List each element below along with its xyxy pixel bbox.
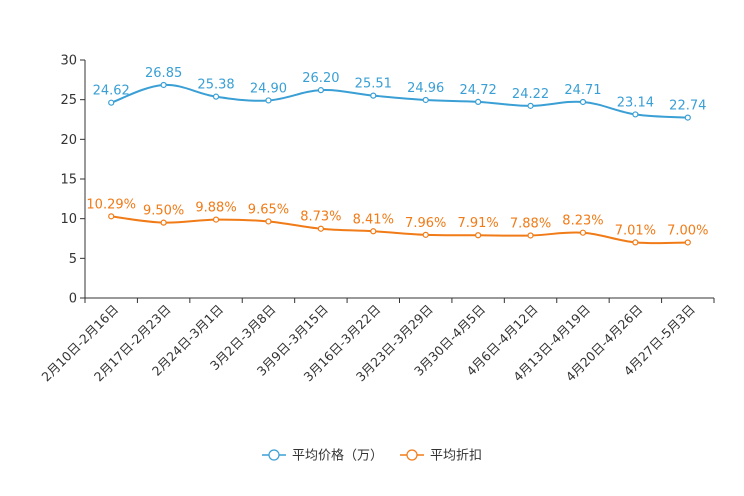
legend-item-average-price[interactable]: 平均价格（万） [262, 448, 383, 464]
data-label: 22.74 [669, 99, 706, 114]
legend-item-average-discount[interactable]: 平均折扣 [400, 449, 482, 464]
y-tick-label: 20 [60, 133, 77, 148]
series-layer: 24.62 26.85 25.38 24.90 26.20 25.51 24.96 24.72… [86, 66, 708, 246]
legend-label: 平均折扣 [430, 449, 482, 464]
y-tick-label: 5 [69, 252, 77, 267]
data-point[interactable] [160, 81, 167, 89]
data-label: 24.71 [564, 83, 601, 98]
data-point[interactable] [579, 98, 587, 106]
data-label: 24.96 [407, 81, 444, 96]
y-tick-label: 30 [60, 54, 77, 69]
data-point[interactable] [108, 99, 115, 106]
data-point[interactable] [212, 93, 220, 100]
data-point[interactable] [684, 114, 691, 121]
data-point[interactable] [475, 98, 482, 105]
data-label: 8.41% [353, 212, 394, 227]
series-line [110, 83, 688, 119]
data-label: 24.90 [250, 81, 287, 96]
data-point[interactable] [527, 102, 534, 109]
data-point[interactable] [370, 228, 377, 235]
data-label: 9.65% [248, 202, 289, 217]
legend-label: 平均价格（万） [292, 448, 383, 464]
data-label: 23.14 [617, 95, 654, 110]
data-label: 8.73% [300, 210, 341, 225]
data-label: 7.88% [510, 216, 551, 231]
data-point[interactable] [579, 229, 587, 236]
data-label: 9.88% [195, 201, 236, 216]
data-point[interactable] [160, 219, 167, 226]
series-line [111, 215, 688, 245]
data-label: 25.38 [197, 78, 234, 93]
data-label: 24.72 [460, 83, 497, 98]
series-average-discount: 10.29% 9.50% 9.88% 9.65% 8.73% 8.41% 7.96% 7.91… [86, 197, 708, 246]
data-label: 7.01% [615, 223, 656, 238]
data-point[interactable] [108, 213, 115, 220]
y-tick-label: 15 [60, 173, 77, 188]
data-point[interactable] [265, 97, 272, 104]
data-point[interactable] [684, 239, 691, 246]
y-tick-label: 0 [69, 292, 77, 307]
data-point[interactable] [475, 232, 482, 239]
data-label: 8.23% [562, 214, 603, 229]
data-label: 7.96% [405, 216, 446, 231]
data-point[interactable] [632, 111, 639, 118]
data-point[interactable] [265, 218, 272, 225]
y-tick-label: 10 [60, 212, 77, 227]
data-label: 26.20 [302, 71, 339, 86]
y-axis: 0 5 10 15 20 25 30 [60, 54, 86, 307]
data-point[interactable] [527, 232, 534, 239]
series-average-price: 24.62 26.85 25.38 24.90 26.20 25.51 24.96 24.72… [93, 66, 706, 121]
y-tick-label: 25 [60, 93, 77, 108]
data-point[interactable] [422, 96, 429, 104]
data-label: 25.51 [355, 77, 392, 92]
data-point[interactable] [632, 239, 639, 246]
legend-marker-icon [406, 449, 418, 461]
data-label: 7.91% [457, 216, 498, 231]
x-axis: 2月10日-2月16日2月17日-2月23日2月24日-3月1日3月2日-3月8… [38, 297, 715, 384]
data-label: 9.50% [143, 204, 184, 219]
legend: 平均价格（万） 平均折扣 [262, 448, 482, 464]
data-point[interactable] [317, 225, 324, 232]
data-label: 7.00% [667, 223, 708, 238]
data-point[interactable] [370, 92, 377, 99]
data-label: 26.85 [145, 66, 182, 81]
data-label: 24.62 [93, 84, 130, 99]
data-point[interactable] [422, 231, 429, 238]
legend-marker-icon [268, 449, 280, 461]
data-point[interactable] [212, 216, 220, 223]
data-label: 24.22 [512, 87, 549, 102]
data-point[interactable] [317, 87, 324, 94]
data-label: 10.29% [86, 197, 136, 212]
